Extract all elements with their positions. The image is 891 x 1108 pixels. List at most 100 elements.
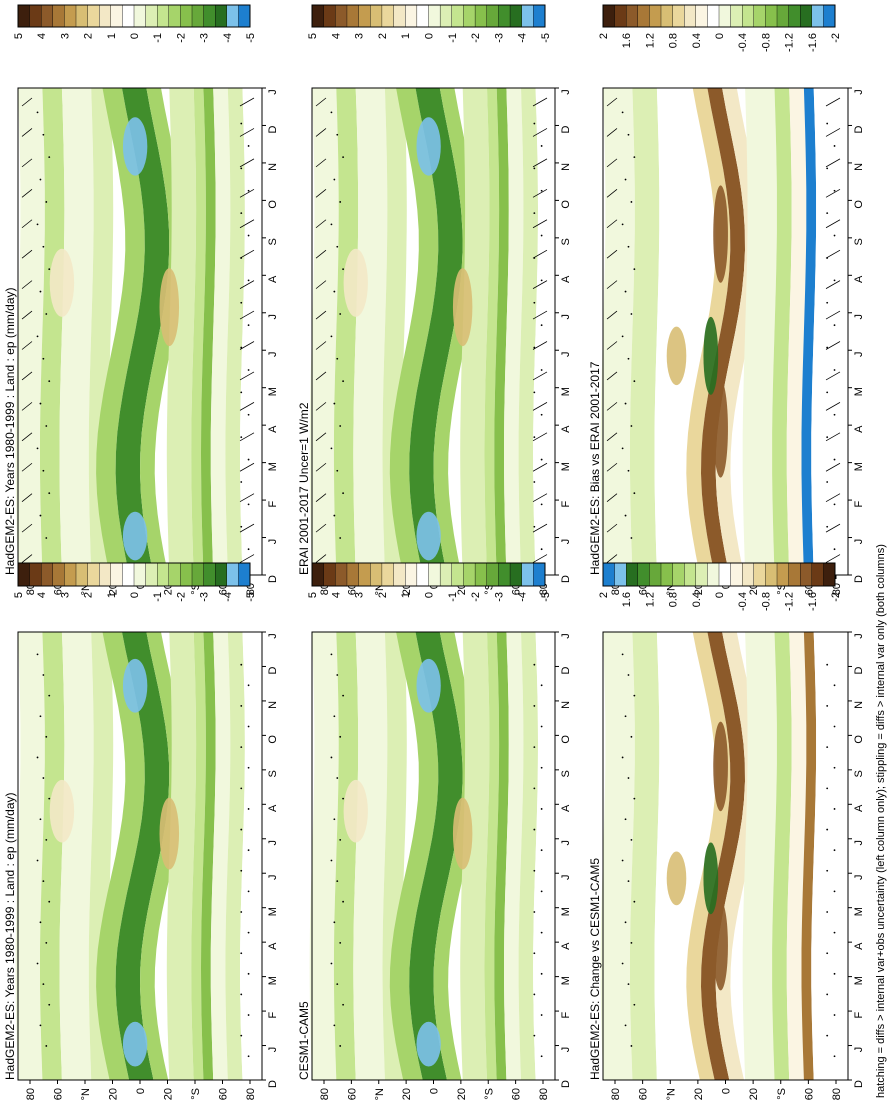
- colorbar-label: -4: [222, 33, 234, 43]
- stipple-dot: [833, 1055, 836, 1058]
- colorbar-label: 4: [330, 33, 342, 39]
- stipple-dot: [826, 993, 829, 996]
- hatch-line: [315, 462, 327, 472]
- lat-label: °S: [483, 583, 495, 595]
- stipple-dot: [833, 808, 836, 810]
- stipple-dot: [339, 735, 342, 738]
- stipple-dot: [633, 1003, 636, 1006]
- contour-band: [191, 88, 206, 575]
- colorbar-swatch: [742, 4, 755, 28]
- panel-6: 80 60 °N 20 0 20 °S 60 80 D J F M A M J J A S O N D J HadGEM2-E…: [588, 631, 865, 1100]
- stipple-dot: [624, 818, 627, 821]
- stipple-dot: [630, 201, 633, 203]
- colorbar-3: 5 4 3 2 1 0 -1 -2 -3 -4 -5: [307, 4, 552, 43]
- colorbar-swatch: [451, 4, 464, 28]
- lat-label: 20: [693, 1088, 705, 1100]
- colorbar-label: -2: [175, 33, 187, 43]
- stipple-dot: [336, 357, 339, 360]
- colorbar-swatch: [203, 562, 216, 587]
- lat-label: 60: [218, 1088, 230, 1100]
- contour-blob: [343, 779, 368, 843]
- colorbar-swatch: [122, 562, 135, 587]
- month-label: S: [267, 238, 279, 245]
- contour-blob: [49, 248, 75, 317]
- month-label: F: [267, 500, 279, 507]
- hatch-line: [825, 371, 841, 381]
- colorbar-label: 4: [330, 592, 342, 598]
- month-label: O: [267, 735, 279, 744]
- hatch-line: [532, 371, 548, 381]
- colorbar-label: 1: [106, 592, 118, 598]
- lat-label: 60: [803, 1088, 815, 1100]
- hatch-line: [532, 219, 548, 229]
- stipple-dot: [627, 777, 630, 779]
- colorbar-swatch: [439, 4, 453, 28]
- stipple-dot: [247, 503, 250, 506]
- contour-blob: [666, 326, 687, 386]
- stipple-dot: [247, 766, 250, 769]
- panel-4: 80 60 °N 20 0 20 °S 60 80 D J F M A M J J A S O N D J CESM1-CAM…: [297, 631, 572, 1100]
- month-label: O: [560, 735, 572, 744]
- colorbar-swatch: [765, 562, 778, 587]
- contour-blob: [343, 248, 368, 317]
- colorbar-swatch: [684, 4, 697, 28]
- hatch-line: [606, 402, 618, 411]
- lat-label: 60: [638, 1088, 650, 1100]
- stipple-dot: [533, 952, 536, 955]
- hatch-line: [21, 341, 33, 350]
- hatch-line: [825, 188, 841, 198]
- contour-band: [333, 632, 359, 1080]
- hatch-line: [21, 219, 33, 229]
- stipple-dot: [540, 725, 543, 728]
- stipple-dot: [624, 514, 627, 517]
- stipple-dot: [627, 357, 630, 360]
- stipple-dot: [42, 133, 45, 136]
- contour-band: [333, 88, 359, 575]
- stipple-dot: [633, 268, 636, 271]
- month-label: J: [853, 840, 865, 846]
- stipple-dot: [39, 402, 42, 405]
- colorbar-label: -4: [222, 592, 234, 602]
- stipple-dot: [48, 797, 51, 800]
- stipple-dot: [36, 859, 39, 862]
- lat-label: °S: [190, 1088, 202, 1100]
- colorbar-swatch: [110, 562, 123, 587]
- stipple-dot: [336, 983, 339, 986]
- stipple-dot: [330, 653, 333, 656]
- month-label: D: [560, 1080, 572, 1088]
- stipple-dot: [624, 402, 627, 405]
- panel-title: ERAI 2001-2017 Uncer=1 W/m2: [297, 402, 311, 575]
- contour-blob: [122, 1021, 148, 1067]
- contour-band: [504, 88, 524, 575]
- colorbar-swatch: [75, 562, 89, 587]
- stipple-dot: [247, 324, 250, 327]
- hatch-line: [825, 462, 841, 472]
- stipple-dot: [826, 391, 829, 394]
- stipple-dot: [826, 481, 829, 483]
- month-label: A: [853, 804, 865, 812]
- colorbar-swatch: [742, 562, 755, 587]
- colorbar-label: 3: [354, 592, 366, 598]
- colorbar-swatch: [180, 562, 193, 587]
- hatch-line: [606, 158, 618, 168]
- stipple-dot: [36, 653, 39, 656]
- colorbar-4: 5 4 3 2 1 0 -1 -2 -3 -4 -5: [307, 562, 552, 602]
- colorbar-label: -0.4: [737, 592, 749, 611]
- colorbar-swatch: [509, 562, 523, 587]
- colorbar-swatch: [405, 4, 418, 28]
- panel-5: 8060°N20020°S6080DJFMAMJJASONDJHadGEM2-E…: [588, 87, 865, 595]
- stipple-dot: [36, 223, 39, 226]
- month-label: F: [560, 1011, 572, 1018]
- lat-label: 60: [511, 1088, 523, 1100]
- lat-label: 20: [456, 1088, 468, 1100]
- hatch-line: [315, 158, 327, 168]
- colorbar-swatch: [637, 562, 650, 587]
- hatch-line: [606, 249, 618, 259]
- month-label: A: [560, 425, 572, 433]
- contour-blob: [452, 797, 473, 870]
- hatch-line: [606, 523, 618, 533]
- lat-label: °S: [776, 1088, 788, 1100]
- colorbar-label: -3: [493, 592, 505, 602]
- stipple-dot: [330, 223, 333, 226]
